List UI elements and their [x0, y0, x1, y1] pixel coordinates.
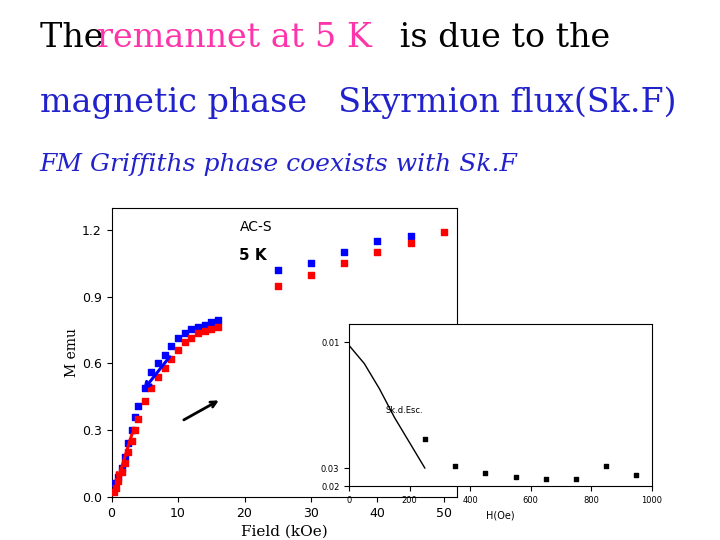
Text: The: The: [40, 22, 114, 54]
Point: [419, 435, 431, 443]
Point: [631, 471, 642, 480]
Point: [510, 472, 521, 481]
Point: [449, 462, 461, 470]
X-axis label: H(Oe): H(Oe): [486, 510, 515, 520]
Point: [186, 334, 197, 342]
Point: [145, 368, 157, 377]
Point: [116, 468, 127, 477]
Point: [166, 341, 177, 350]
Point: [108, 488, 120, 497]
Point: [305, 270, 317, 279]
Point: [159, 363, 171, 372]
Point: [305, 259, 317, 268]
Point: [338, 248, 350, 256]
Point: [212, 316, 224, 325]
Text: Skyrmion flux(Sk.F): Skyrmion flux(Sk.F): [317, 86, 676, 119]
Point: [405, 231, 416, 240]
Point: [205, 318, 217, 327]
Point: [110, 484, 122, 492]
Point: [116, 463, 127, 472]
Point: [112, 477, 124, 485]
Text: 5 K: 5 K: [240, 248, 267, 263]
Point: [172, 334, 184, 342]
Point: [172, 346, 184, 354]
Point: [139, 397, 150, 406]
Point: [119, 453, 130, 461]
Point: [122, 448, 134, 457]
Point: [192, 329, 204, 338]
Point: [179, 329, 191, 338]
Point: [540, 475, 552, 483]
Point: [179, 338, 191, 347]
Point: [145, 383, 157, 392]
Point: [153, 373, 164, 381]
Point: [372, 248, 383, 256]
Point: [600, 462, 612, 470]
Point: [129, 426, 140, 435]
Point: [272, 281, 284, 290]
Text: FM Griffiths phase coexists with Sk.F: FM Griffiths phase coexists with Sk.F: [40, 153, 518, 176]
Point: [139, 383, 150, 392]
Text: is due to the: is due to the: [389, 22, 610, 54]
X-axis label: Field (kOe): Field (kOe): [241, 525, 328, 539]
Text: remannet at 5 K: remannet at 5 K: [97, 22, 372, 54]
Text: Sk.d.Esc.: Sk.d.Esc.: [385, 406, 423, 415]
Point: [212, 322, 224, 331]
Point: [405, 239, 416, 248]
Point: [109, 479, 121, 488]
Point: [122, 439, 134, 448]
Point: [132, 401, 144, 410]
Point: [338, 259, 350, 268]
Point: [570, 475, 582, 483]
Point: [438, 228, 450, 237]
Point: [126, 437, 138, 445]
Point: [199, 320, 210, 329]
Point: [112, 472, 124, 481]
Point: [199, 327, 210, 335]
Point: [272, 266, 284, 274]
Point: [192, 322, 204, 331]
Point: [166, 355, 177, 363]
Text: AC-S: AC-S: [240, 220, 272, 234]
Point: [205, 325, 217, 333]
Point: [132, 415, 144, 423]
Point: [119, 459, 130, 468]
Text: magnetic phase: magnetic phase: [40, 86, 307, 119]
Point: [480, 469, 491, 478]
Y-axis label: M emu: M emu: [65, 328, 79, 377]
Point: [153, 359, 164, 368]
Point: [186, 325, 197, 333]
Point: [372, 237, 383, 246]
Point: [129, 413, 140, 421]
Point: [159, 350, 171, 359]
Point: [126, 426, 138, 435]
